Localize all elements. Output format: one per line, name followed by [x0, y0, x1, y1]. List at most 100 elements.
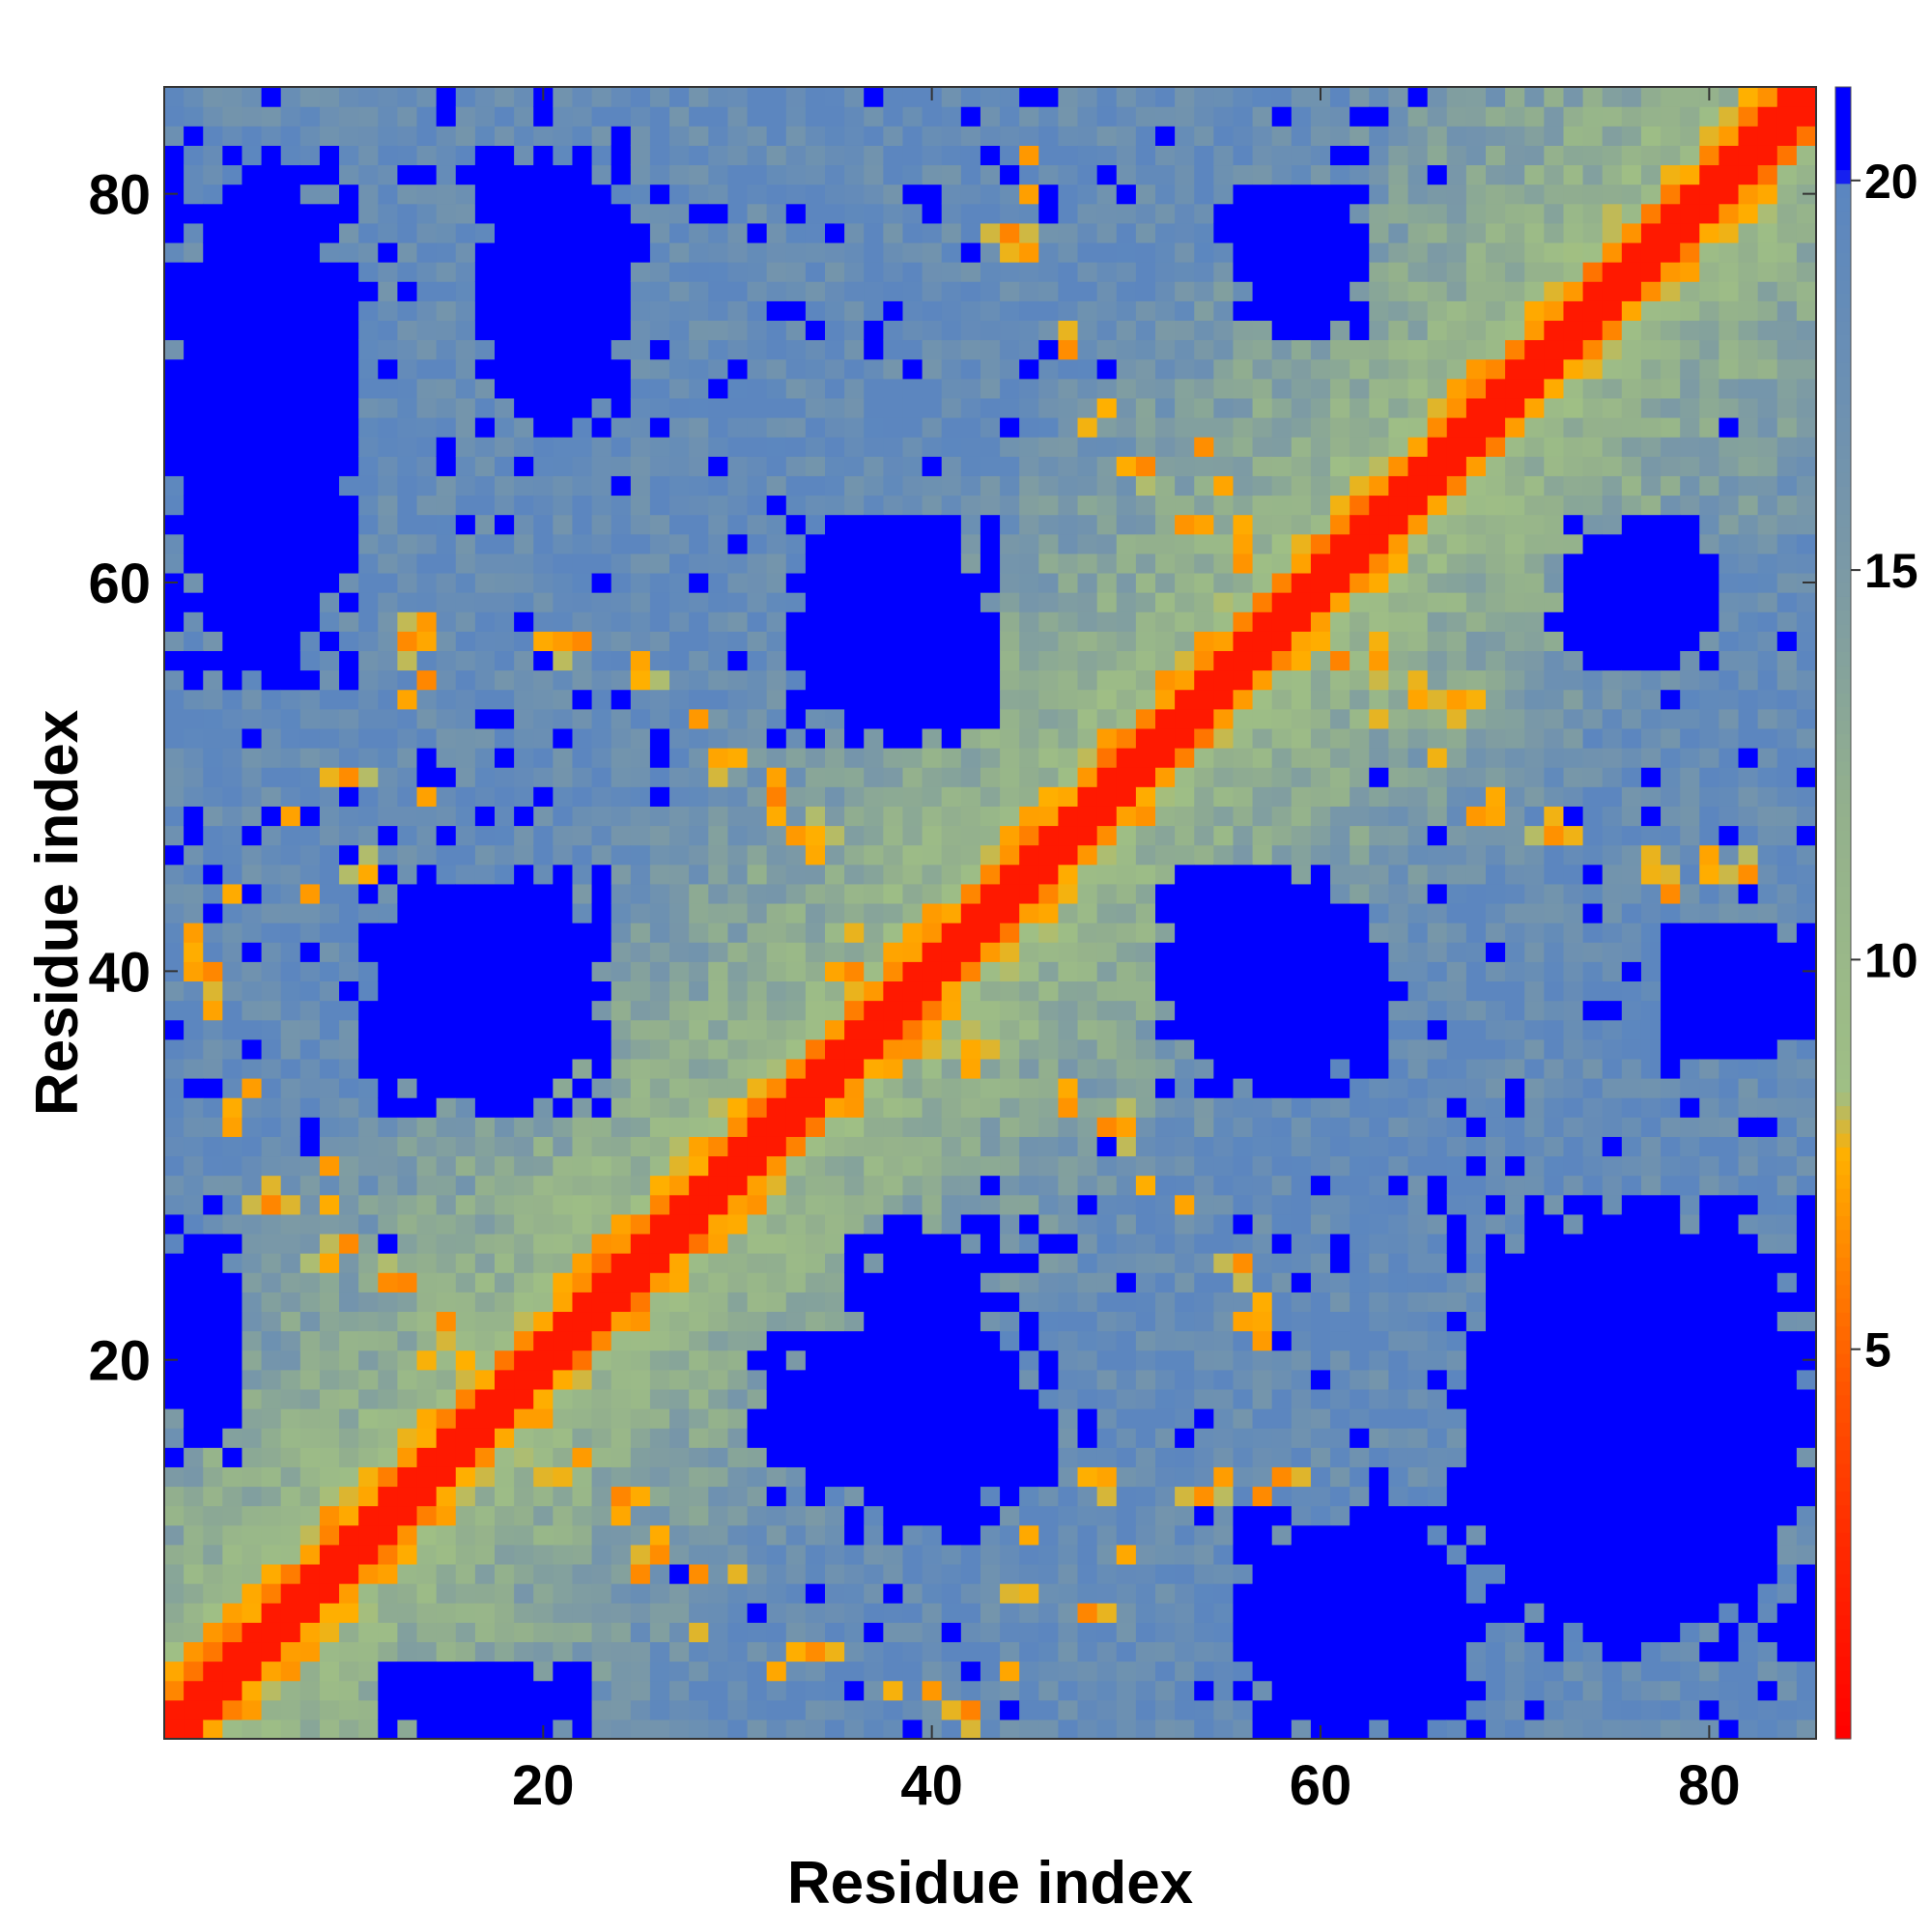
heatmap-cell — [1000, 689, 1020, 710]
heatmap-cell — [1175, 87, 1195, 107]
heatmap-cell — [474, 1253, 496, 1273]
heatmap-cell — [766, 980, 787, 1002]
heatmap-cell — [941, 1175, 962, 1196]
heatmap-cell — [455, 1622, 476, 1643]
heatmap-cell — [572, 300, 593, 322]
heatmap-cell — [864, 1428, 884, 1448]
heatmap-cell — [319, 184, 340, 205]
heatmap-cell — [1291, 1078, 1312, 1098]
heatmap-cell — [474, 184, 496, 205]
heatmap-cell — [1077, 1097, 1098, 1118]
heatmap-cell — [630, 1253, 651, 1273]
heatmap-cell — [766, 708, 787, 729]
heatmap-cell — [747, 262, 768, 282]
heatmap-cell — [261, 1117, 282, 1137]
heatmap-cell — [1175, 1292, 1195, 1313]
heatmap-cell — [164, 320, 185, 341]
heatmap-cell — [747, 669, 768, 691]
heatmap-cell — [203, 1563, 223, 1584]
heatmap-cell — [649, 1000, 670, 1021]
heatmap-cell — [1252, 1369, 1273, 1390]
heatmap-cell — [533, 242, 554, 263]
heatmap-cell — [1096, 786, 1118, 807]
heatmap-cell — [553, 281, 574, 301]
heatmap-cell — [319, 1097, 340, 1118]
heatmap-cell — [1175, 1117, 1195, 1137]
heatmap-cell — [1116, 87, 1137, 107]
heatmap-cell — [1116, 262, 1137, 282]
heatmap-cell — [1233, 669, 1254, 691]
heatmap-cell — [708, 397, 729, 418]
heatmap-cell — [280, 1155, 301, 1177]
heatmap-cell — [708, 1194, 729, 1215]
heatmap-cell — [1135, 1213, 1156, 1235]
heatmap-cell — [1155, 184, 1176, 205]
heatmap-cell — [747, 1505, 768, 1526]
heatmap-cell — [1175, 1408, 1195, 1429]
heatmap-cell — [1291, 1661, 1312, 1682]
heatmap-cell — [611, 184, 632, 205]
heatmap-cell — [902, 1486, 923, 1507]
heatmap-cell — [1000, 1505, 1020, 1526]
heatmap-cell — [1291, 1603, 1312, 1623]
heatmap-cell — [825, 961, 845, 982]
heatmap-cell — [630, 437, 651, 457]
heatmap-cell — [1135, 1524, 1156, 1546]
heatmap-cell — [455, 572, 476, 593]
heatmap-cell — [1175, 1641, 1195, 1662]
heatmap-cell — [1058, 923, 1079, 943]
heatmap-cell — [825, 320, 845, 341]
heatmap-cell — [1175, 1680, 1195, 1701]
heatmap-cell — [474, 87, 496, 107]
heatmap-cell — [397, 1350, 418, 1371]
heatmap-cell — [358, 1058, 379, 1079]
heatmap-cell — [1116, 397, 1137, 418]
heatmap-cell — [242, 650, 263, 671]
heatmap-cell — [1271, 806, 1293, 827]
heatmap-cell — [1116, 339, 1137, 360]
heatmap-cell — [222, 495, 243, 516]
heatmap-cell — [902, 844, 923, 866]
heatmap-cell — [1000, 126, 1020, 146]
heatmap-cell — [1213, 378, 1235, 399]
heatmap-cell — [1271, 572, 1293, 593]
heatmap-cell — [747, 1680, 768, 1701]
heatmap-cell — [533, 572, 554, 593]
heatmap-cell — [533, 262, 554, 282]
heatmap-cell — [1096, 1155, 1118, 1177]
heatmap-cell — [203, 1622, 223, 1643]
heatmap-cell — [1058, 1369, 1079, 1390]
heatmap-cell — [455, 669, 476, 691]
heatmap-cell — [1019, 1622, 1039, 1643]
heatmap-cell — [1155, 1428, 1176, 1448]
heatmap-cell — [689, 902, 709, 923]
heatmap-cell — [1271, 1544, 1293, 1565]
heatmap-cell — [883, 475, 904, 497]
heatmap-cell — [1019, 222, 1039, 243]
heatmap-cell — [242, 378, 263, 399]
heatmap-cell — [766, 1486, 787, 1507]
heatmap-cell — [514, 1428, 534, 1448]
heatmap-cell — [591, 417, 612, 438]
heatmap-cell — [222, 611, 243, 632]
heatmap-cell — [242, 1641, 263, 1662]
heatmap-cell — [1116, 1097, 1137, 1118]
heatmap-cell — [1000, 864, 1020, 885]
heatmap-cell — [299, 1486, 321, 1507]
heatmap-cell — [474, 1058, 496, 1079]
heatmap-cell — [980, 611, 1001, 632]
heatmap-cell — [222, 1350, 243, 1371]
heatmap-cell — [669, 184, 690, 205]
heatmap-cell — [184, 1117, 204, 1137]
heatmap-cell — [280, 495, 301, 516]
heatmap-cell — [474, 864, 496, 885]
heatmap-cell — [864, 1603, 884, 1623]
heatmap-cell — [455, 727, 476, 749]
heatmap-cell — [397, 106, 418, 127]
heatmap-cell — [495, 942, 515, 962]
heatmap-cell — [1096, 1408, 1118, 1429]
heatmap-cell — [785, 87, 807, 107]
heatmap-cell — [1194, 262, 1214, 282]
heatmap-cell — [844, 222, 865, 243]
heatmap-cell — [1038, 572, 1060, 593]
